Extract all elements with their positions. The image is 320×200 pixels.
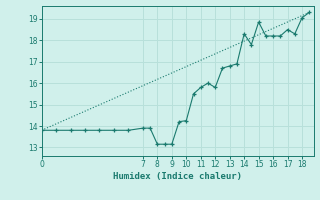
X-axis label: Humidex (Indice chaleur): Humidex (Indice chaleur) — [113, 172, 242, 181]
